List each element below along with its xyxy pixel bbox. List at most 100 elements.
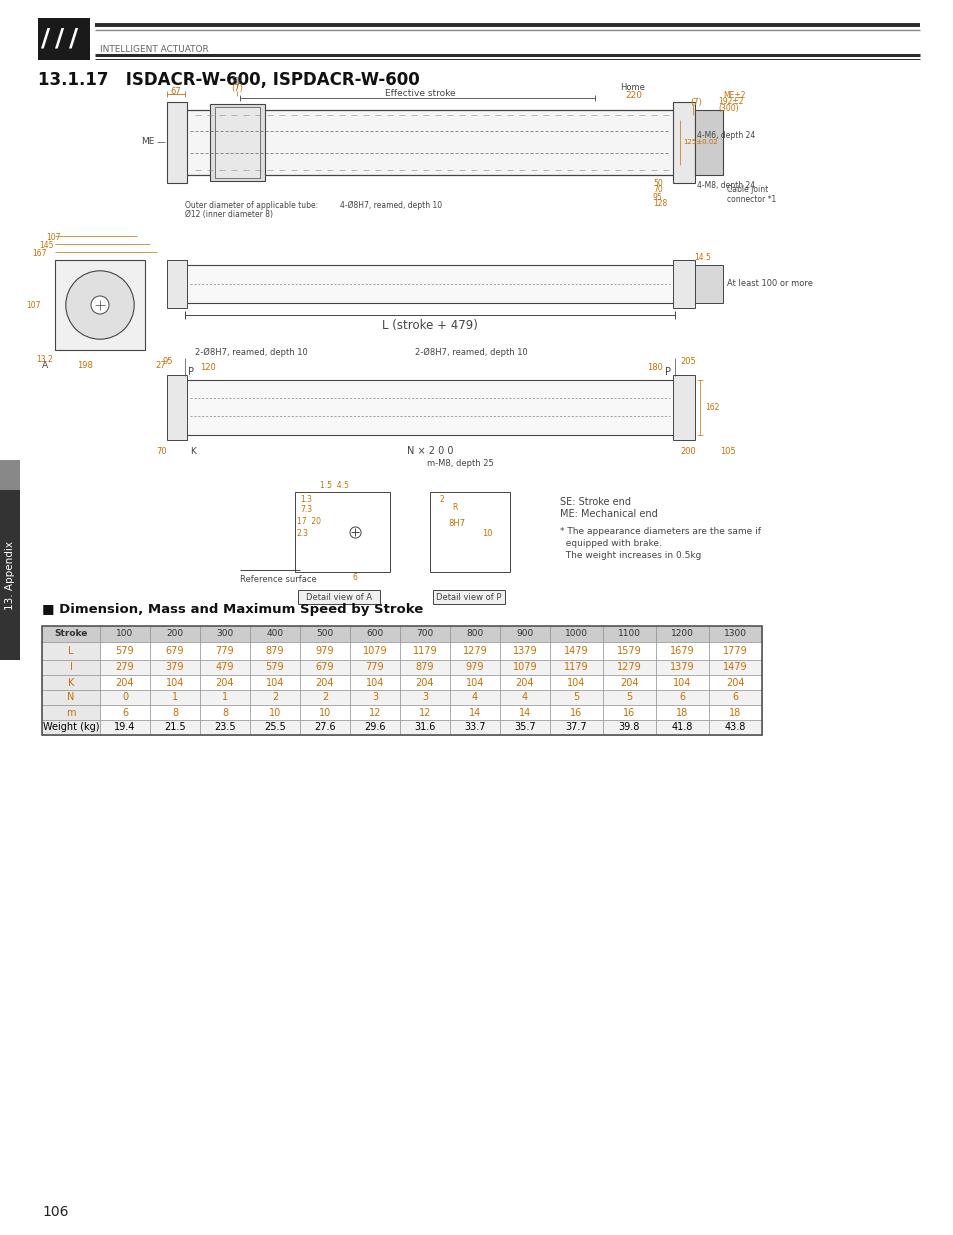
Text: 162: 162 — [704, 403, 719, 411]
Text: 107: 107 — [27, 300, 41, 310]
Text: 1079: 1079 — [362, 646, 387, 656]
Bar — [42, 626, 761, 735]
Bar — [450, 705, 499, 720]
Bar — [150, 676, 200, 690]
Bar — [399, 676, 450, 690]
Text: 579: 579 — [115, 646, 134, 656]
Bar — [350, 626, 399, 642]
Bar — [299, 676, 350, 690]
Text: 6: 6 — [679, 693, 685, 703]
Text: (7): (7) — [689, 98, 701, 106]
Bar — [602, 642, 656, 659]
Bar — [550, 626, 602, 642]
Text: 204: 204 — [516, 678, 534, 688]
Text: 2.3: 2.3 — [296, 530, 309, 538]
Text: 1100: 1100 — [618, 630, 640, 638]
Text: 12: 12 — [369, 708, 381, 718]
Text: m: m — [66, 708, 75, 718]
Text: 104: 104 — [365, 678, 384, 688]
Text: 95: 95 — [162, 357, 172, 367]
Bar — [150, 720, 200, 735]
Bar — [210, 104, 265, 182]
Text: 700: 700 — [416, 630, 434, 638]
Bar — [602, 676, 656, 690]
Bar — [167, 375, 187, 440]
Text: 70: 70 — [156, 447, 167, 456]
Bar — [656, 642, 708, 659]
Text: 1779: 1779 — [722, 646, 747, 656]
Text: 104: 104 — [266, 678, 284, 688]
Text: 128: 128 — [652, 200, 666, 209]
Text: 16: 16 — [622, 708, 635, 718]
Text: 120: 120 — [200, 363, 215, 373]
Text: 31.6: 31.6 — [414, 722, 436, 732]
Text: 400: 400 — [266, 630, 283, 638]
Bar — [214, 107, 260, 178]
Bar — [656, 626, 708, 642]
Bar — [550, 642, 602, 659]
Bar — [708, 720, 761, 735]
Text: 14: 14 — [468, 708, 480, 718]
Text: 4-M8, depth 24: 4-M8, depth 24 — [697, 180, 755, 189]
Bar — [294, 492, 390, 572]
Text: 41.8: 41.8 — [671, 722, 693, 732]
Text: 200: 200 — [679, 447, 695, 456]
Bar — [150, 642, 200, 659]
Bar — [550, 676, 602, 690]
Text: A: A — [42, 361, 48, 369]
Text: 5: 5 — [626, 693, 632, 703]
Text: 167: 167 — [32, 249, 47, 258]
Bar — [100, 642, 150, 659]
Bar — [167, 261, 187, 308]
Text: 679: 679 — [166, 646, 184, 656]
Circle shape — [66, 270, 134, 340]
Bar — [656, 705, 708, 720]
Text: Detail view of A: Detail view of A — [306, 593, 372, 601]
Text: 205: 205 — [679, 357, 695, 367]
Text: 200: 200 — [166, 630, 183, 638]
Bar — [250, 676, 299, 690]
Bar — [602, 626, 656, 642]
Text: 1: 1 — [222, 693, 228, 703]
Text: 6: 6 — [732, 693, 738, 703]
Text: 198: 198 — [77, 361, 92, 369]
Bar — [200, 720, 250, 735]
Text: K: K — [68, 678, 74, 688]
Text: 192±2: 192±2 — [718, 98, 742, 106]
Bar — [200, 642, 250, 659]
Bar — [499, 676, 550, 690]
Bar — [656, 690, 708, 705]
Text: 23.5: 23.5 — [214, 722, 235, 732]
Bar — [250, 642, 299, 659]
Text: 19.4: 19.4 — [114, 722, 135, 732]
Bar — [499, 720, 550, 735]
Text: 2: 2 — [321, 693, 328, 703]
Text: 13.2: 13.2 — [36, 356, 53, 364]
Text: 4-M6, depth 24: 4-M6, depth 24 — [697, 131, 755, 140]
Bar — [185, 110, 675, 175]
Bar — [250, 626, 299, 642]
Text: 107: 107 — [47, 233, 61, 242]
Bar — [42, 642, 100, 659]
Bar — [656, 720, 708, 735]
Bar — [499, 705, 550, 720]
Text: 379: 379 — [166, 662, 184, 673]
Text: At least 100 or more: At least 100 or more — [726, 279, 812, 289]
Text: P: P — [664, 367, 670, 377]
Text: 1279: 1279 — [617, 662, 641, 673]
Text: 900: 900 — [516, 630, 533, 638]
Bar — [100, 690, 150, 705]
Bar — [0, 459, 20, 490]
Text: 29.6: 29.6 — [364, 722, 385, 732]
Text: 600: 600 — [366, 630, 383, 638]
Text: 70: 70 — [652, 185, 662, 194]
Text: 579: 579 — [265, 662, 284, 673]
Text: 2: 2 — [439, 495, 444, 505]
Text: 1: 1 — [172, 693, 178, 703]
Bar — [450, 720, 499, 735]
Bar — [708, 626, 761, 642]
Bar — [250, 720, 299, 735]
Text: 125±0.02: 125±0.02 — [682, 140, 717, 144]
Text: L (stroke + 479): L (stroke + 479) — [381, 319, 477, 331]
Bar — [450, 626, 499, 642]
